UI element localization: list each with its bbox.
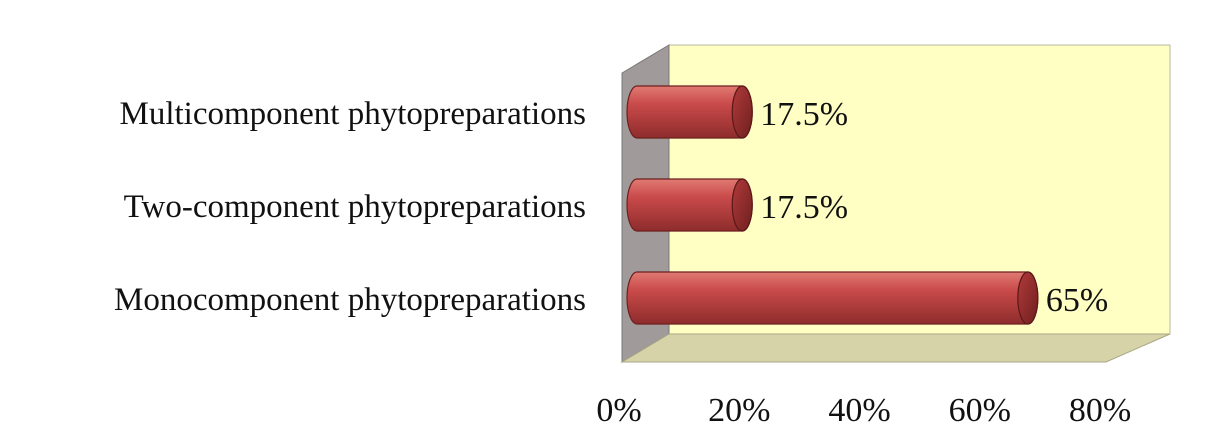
category-label: Monocomponent phytopreparations bbox=[114, 282, 586, 318]
bar bbox=[626, 271, 1039, 325]
value-label: 65% bbox=[1046, 282, 1108, 319]
x-tick-label: 20% bbox=[708, 392, 770, 429]
value-label: 17.5% bbox=[760, 189, 848, 226]
category-label: Multicomponent phytopreparations bbox=[120, 96, 587, 132]
x-tick-label: 0% bbox=[596, 392, 641, 429]
bar bbox=[626, 85, 753, 139]
floor bbox=[620, 333, 1171, 363]
category-label: Two-component phytopreparations bbox=[124, 189, 586, 225]
x-tick-label: 60% bbox=[949, 392, 1011, 429]
x-tick-label: 40% bbox=[828, 392, 890, 429]
value-labels: 17.5% 17.5% 65% bbox=[760, 96, 1108, 319]
bars bbox=[626, 85, 1039, 325]
x-tick-label: 80% bbox=[1069, 392, 1131, 429]
category-labels: Multicomponent phytopreparations Two-comp… bbox=[114, 96, 586, 318]
x-axis-ticks: 0% 20% 40% 60% 80% bbox=[596, 392, 1131, 429]
bar bbox=[626, 178, 753, 232]
value-label: 17.5% bbox=[760, 96, 848, 133]
